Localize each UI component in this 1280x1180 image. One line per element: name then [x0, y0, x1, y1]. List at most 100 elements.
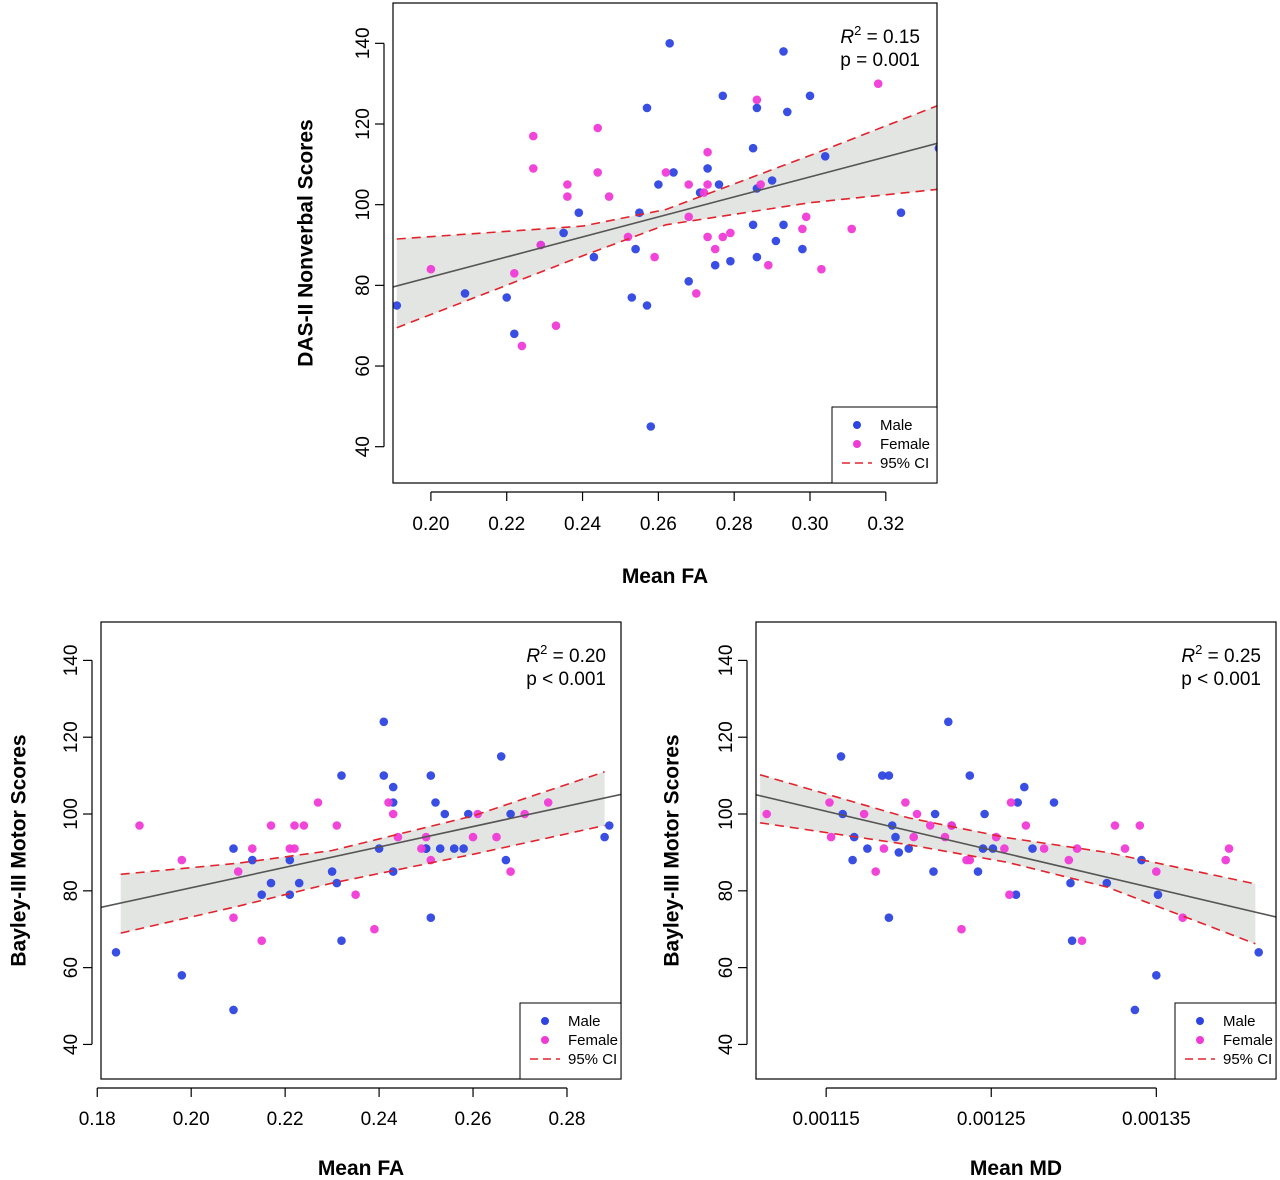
data-point-male — [501, 855, 511, 865]
data-point-male — [1066, 878, 1075, 888]
r-squared-annotation: R2 = 0.20 — [526, 642, 606, 667]
legend-female-label: Female — [568, 1032, 618, 1049]
legend-male-marker — [541, 1017, 549, 1025]
data-point-female — [661, 168, 671, 177]
data-point-female — [873, 79, 883, 88]
x-tick-label: 0.20 — [412, 514, 449, 535]
data-point-female — [529, 131, 538, 141]
data-point-male — [884, 913, 894, 922]
data-point-female — [1005, 890, 1014, 899]
x-tick-label: 0.24 — [361, 1109, 398, 1130]
r-squared-annotation: R2 = 0.15 — [840, 23, 920, 48]
data-point-male — [1130, 1005, 1140, 1015]
data-point-male — [752, 103, 762, 113]
data-point-male — [654, 180, 663, 189]
panel-top: 0.20 0.22 0.24 0.26 0.28 0.30 0.32 40 60 80 100 120… — [295, 2, 938, 588]
plot-frame — [755, 621, 1277, 1080]
series-female — [426, 79, 883, 351]
data-point-male — [752, 252, 762, 262]
data-point-male — [111, 948, 121, 957]
data-point-male — [1152, 971, 1161, 980]
y-tick-label: 140 — [716, 645, 737, 677]
data-point-male — [229, 1005, 238, 1015]
data-point-female — [859, 809, 869, 819]
data-point-female — [229, 913, 238, 922]
data-point-male — [820, 152, 830, 161]
data-point-female — [726, 228, 735, 238]
data-point-female — [1135, 821, 1145, 830]
data-point-male — [435, 844, 445, 853]
y-tick-label: 140 — [61, 645, 82, 677]
plot-frame — [100, 621, 622, 1080]
data-point-female — [1110, 821, 1120, 830]
data-point-male — [589, 252, 599, 262]
data-point-male — [248, 855, 257, 865]
data-point-female — [370, 924, 379, 934]
x-tick-label: 0.32 — [867, 514, 904, 535]
ci-upper-line — [396, 105, 937, 240]
data-point-female — [135, 821, 144, 830]
x-tick-label: 0.22 — [488, 514, 525, 535]
legend-ci-label: 95% CI — [568, 1051, 617, 1068]
y-tick-label: 60 — [61, 957, 82, 978]
data-point-male — [710, 260, 720, 270]
ci-upper-line — [120, 771, 605, 876]
data-point-female — [699, 188, 709, 197]
data-point-male — [464, 809, 473, 819]
y-tick-label: 120 — [716, 721, 737, 753]
p-value-annotation: p < 0.001 — [526, 669, 606, 690]
data-point-female — [563, 180, 572, 189]
data-point-male — [332, 878, 342, 888]
data-point-male — [631, 244, 640, 254]
legend: Male Female 95% CI — [1174, 1002, 1277, 1080]
x-axis: 0.00115 0.00125 0.00135 — [793, 1087, 1191, 1130]
data-point-male — [431, 798, 440, 807]
data-point-female — [703, 232, 712, 242]
y-tick-label: 140 — [353, 27, 374, 59]
data-point-female — [847, 224, 856, 234]
confidence-band — [396, 105, 937, 328]
legend-box — [831, 406, 938, 484]
panel-bottom-left: 0.18 0.20 0.22 0.24 0.26 0.28 40 60 80 100 120 140 M… — [8, 621, 622, 1180]
data-point-male — [388, 782, 398, 792]
data-point-male — [229, 844, 238, 853]
data-point-female — [506, 867, 515, 876]
data-point-male — [748, 143, 758, 153]
legend-male-marker — [853, 421, 861, 429]
data-point-male — [459, 844, 468, 853]
data-point-female — [752, 95, 762, 105]
data-point-male — [177, 971, 187, 980]
y-tick-label: 80 — [61, 880, 82, 901]
data-point-female — [879, 844, 889, 853]
data-point-male — [934, 144, 937, 153]
data-point-female — [1064, 855, 1074, 865]
legend-female-marker — [853, 440, 861, 448]
x-tick-label: 0.24 — [564, 514, 601, 535]
data-point-female — [817, 264, 826, 274]
y-tick-label: 100 — [61, 798, 82, 830]
y-tick-label: 40 — [61, 1034, 82, 1055]
plot-area — [101, 717, 621, 1015]
data-point-male — [642, 103, 652, 113]
data-point-male — [1020, 782, 1029, 792]
y-tick-label: 40 — [716, 1034, 737, 1055]
data-point-male — [266, 878, 276, 888]
ci-lower-line — [120, 824, 605, 934]
y-axis: 40 60 80 100 120 140 — [353, 27, 385, 457]
data-point-female — [426, 264, 436, 274]
data-point-female — [764, 260, 773, 270]
data-point-female — [604, 192, 614, 201]
data-point-male — [285, 890, 295, 899]
data-point-female — [798, 224, 807, 234]
confidence-band — [760, 774, 1256, 944]
data-point-female — [529, 164, 538, 173]
legend-male-marker — [1196, 1017, 1204, 1025]
data-point-male — [1254, 948, 1263, 957]
data-point-male — [965, 771, 975, 780]
legend-female-label: Female — [1223, 1032, 1273, 1049]
data-point-female — [468, 832, 478, 842]
data-point-female — [290, 821, 299, 830]
x-tick-label: 0.22 — [267, 1109, 304, 1130]
data-point-male — [665, 39, 674, 48]
